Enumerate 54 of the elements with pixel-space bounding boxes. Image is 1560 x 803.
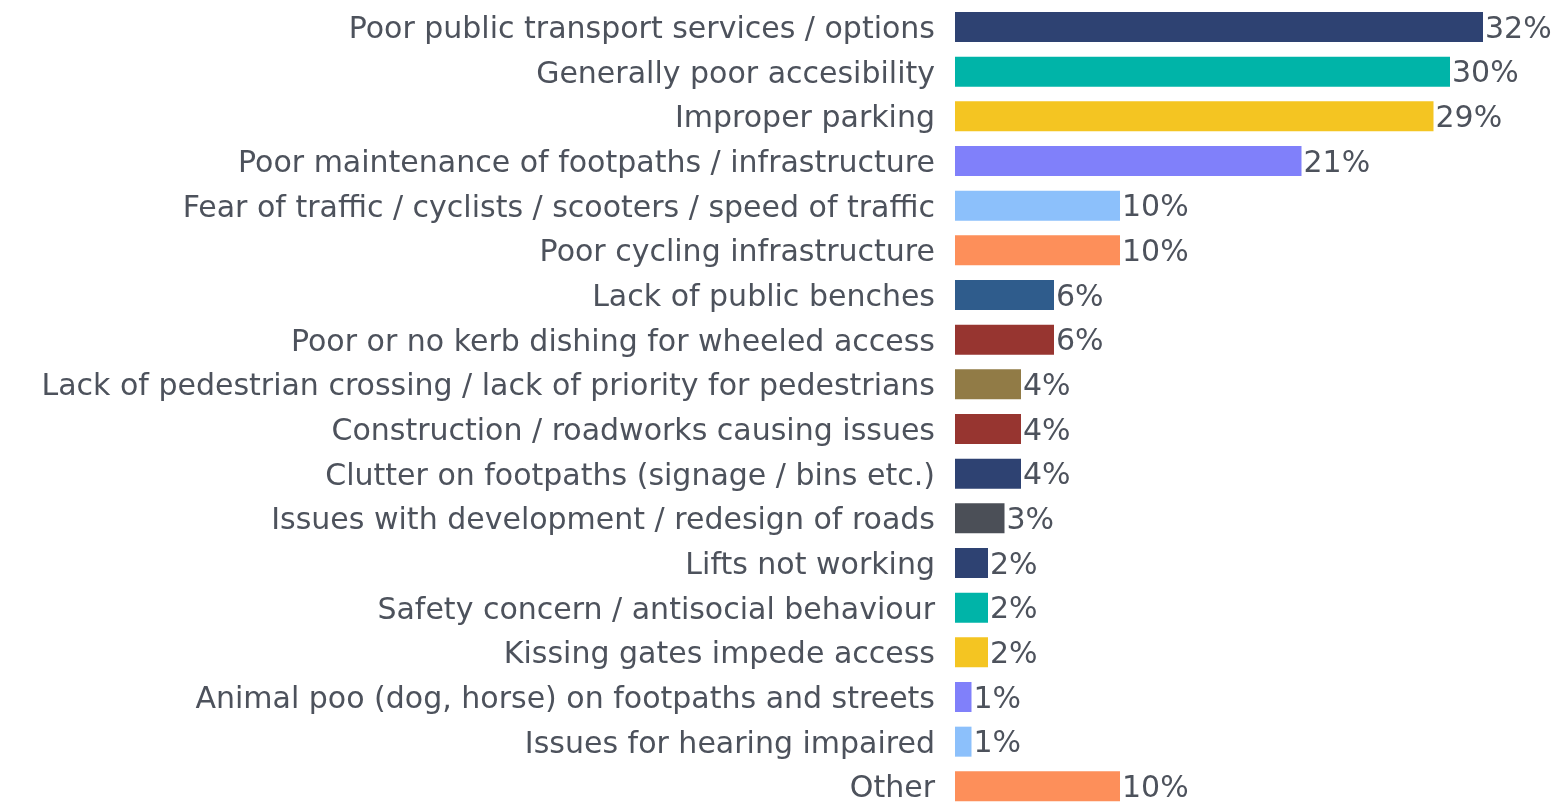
data-label: 10% [1122,188,1189,224]
y-tick-label: Poor public transport services / options [348,9,935,45]
y-tick-label: Clutter on footpaths (signage / bins etc.) [325,456,935,492]
y-tick-label: Other [849,769,936,803]
y-tick-label: Generally poor accesibility [536,54,935,90]
bar [955,771,1120,802]
bar [955,369,1021,400]
bar [955,56,1450,87]
data-label: 21% [1303,143,1371,179]
bar [955,592,988,623]
data-label: 6% [1056,322,1104,358]
bar [955,682,972,712]
y-tick-label: Poor or no kerb dishing for wheeled access [290,322,935,358]
data-label: 10% [1122,768,1189,803]
data-label: 29% [1435,98,1503,134]
y-tick-label: Fear of traffic / cyclists / scooters / speed of traffic [182,188,935,224]
bar [955,235,1120,266]
data-label: 10% [1122,232,1189,268]
data-label: 4% [1023,366,1071,402]
bar [955,101,1434,132]
data-label: 6% [1056,277,1104,313]
bar [955,503,1005,534]
bar [955,637,988,668]
bar [955,190,1120,221]
y-tick-label: Lifts not working [685,545,935,581]
y-tick-label: Poor cycling infrastructure [539,233,935,269]
bar [955,414,1021,444]
y-tick-label: Lack of pedestrian crossing / lack of priority for pedestrians [41,367,935,403]
y-tick-label: Animal poo (dog, horse) on footpaths and streets [195,679,935,715]
y-tick-label: Poor maintenance of footpaths / infrastructure [238,143,935,179]
data-label: 4% [1023,411,1071,447]
bar [955,324,1054,355]
bar [955,146,1302,176]
y-tick-label: Kissing gates impede access [503,635,935,671]
data-label: 3% [1006,500,1055,536]
y-tick-label: Improper parking [674,99,935,135]
bar [955,548,988,578]
data-label: 2% [990,634,1038,670]
bar [955,458,1021,489]
data-label: 2% [990,590,1038,626]
bar [955,726,972,757]
data-label: 32% [1485,9,1552,45]
data-label: 4% [1023,456,1071,492]
y-tick-label: Safety concern / antisocial behaviour [377,590,936,626]
bar [955,280,1054,310]
data-label: 30% [1452,54,1519,90]
data-label: 2% [990,545,1038,581]
y-tick-label: Issues with development / redesign of roads [271,501,935,537]
y-tick-label: Construction / roadworks causing issues [331,411,935,447]
data-label: 1% [973,724,1022,760]
y-tick-label: Lack of public benches [592,277,935,313]
y-tick-label: Issues for hearing impaired [524,724,935,760]
bar [955,12,1483,42]
data-label: 1% [973,679,1022,715]
